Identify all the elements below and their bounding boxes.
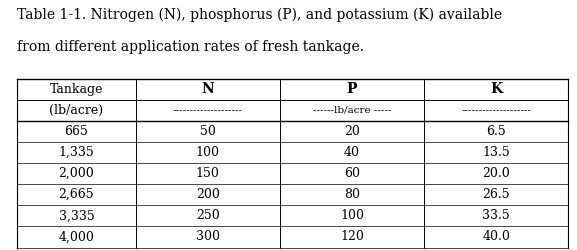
Text: Table 1-1. Nitrogen (N), phosphorus (P), and potassium (K) available: Table 1-1. Nitrogen (N), phosphorus (P),… <box>17 8 503 22</box>
Text: --------------------: -------------------- <box>173 106 243 115</box>
Text: 2,665: 2,665 <box>59 188 94 201</box>
Text: 13.5: 13.5 <box>482 146 510 159</box>
Text: 20: 20 <box>344 125 360 138</box>
Text: 33.5: 33.5 <box>482 209 510 222</box>
Text: (lb/acre): (lb/acre) <box>50 104 103 117</box>
Text: 120: 120 <box>340 230 364 243</box>
Text: 100: 100 <box>196 146 220 159</box>
Text: 2,000: 2,000 <box>59 167 94 180</box>
Text: 4,000: 4,000 <box>58 230 95 243</box>
Text: 200: 200 <box>196 188 220 201</box>
Text: 60: 60 <box>344 167 360 180</box>
Text: ------lb/acre -----: ------lb/acre ----- <box>313 106 391 115</box>
Text: 80: 80 <box>344 188 360 201</box>
Text: 6.5: 6.5 <box>486 125 506 138</box>
Text: 250: 250 <box>196 209 220 222</box>
Text: 3,335: 3,335 <box>59 209 94 222</box>
Text: 20.0: 20.0 <box>482 167 510 180</box>
Text: Tankage: Tankage <box>50 83 103 96</box>
Text: 100: 100 <box>340 209 364 222</box>
Text: 1,335: 1,335 <box>59 146 94 159</box>
Text: 665: 665 <box>65 125 88 138</box>
Text: 40.0: 40.0 <box>482 230 510 243</box>
Text: N: N <box>201 82 214 96</box>
Text: 26.5: 26.5 <box>482 188 510 201</box>
Text: 40: 40 <box>344 146 360 159</box>
Text: 50: 50 <box>200 125 216 138</box>
Text: --------------------: -------------------- <box>461 106 531 115</box>
Text: P: P <box>347 82 357 96</box>
Text: 300: 300 <box>196 230 220 243</box>
Text: from different application rates of fresh tankage.: from different application rates of fres… <box>17 40 364 54</box>
Text: K: K <box>490 82 503 96</box>
Text: 150: 150 <box>196 167 220 180</box>
